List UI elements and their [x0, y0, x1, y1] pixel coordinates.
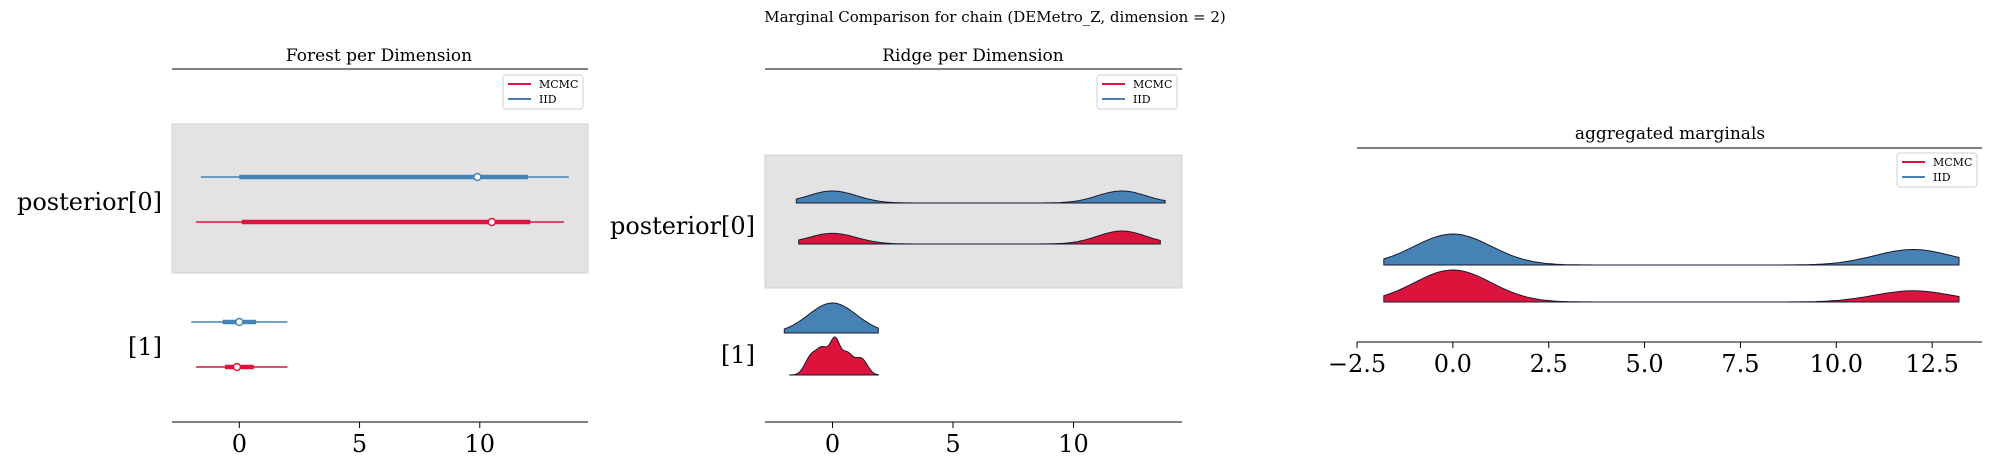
aggregated-iid-density: [1383, 233, 1960, 266]
aggregated-xtick-label: −2.5: [1328, 350, 1386, 378]
ridge-legend-mcmc-label: MCMC: [1133, 78, 1172, 91]
aggregated-xtick-label: 10.0: [1810, 350, 1863, 378]
forest-title: Forest per Dimension: [286, 46, 472, 66]
ridge-marks: [783, 190, 1166, 376]
ridge-title: Ridge per Dimension: [882, 46, 1064, 66]
forest-marks: [191, 172, 569, 372]
aggregated-legend-mcmc-label: MCMC: [1933, 156, 1972, 169]
ridge-mcmc-density: [789, 336, 879, 376]
ridge-iid-density: [783, 302, 879, 334]
forest-x-axis: 0 5 10: [232, 422, 495, 458]
ridge-x-axis: 0 5 10: [825, 422, 1089, 458]
aggregated-legend-iid-label: IID: [1933, 171, 1951, 184]
ridge-row-band: [764, 154, 1183, 289]
forest-mcmc-point-estimate: [232, 362, 242, 372]
forest-legend-iid-label: IID: [539, 93, 557, 106]
forest-mcmc-point-estimate: [487, 217, 497, 227]
aggregated-xtick-label: 2.5: [1530, 350, 1568, 378]
aggregated-xtick-label: 5.0: [1625, 350, 1663, 378]
figure-suptitle: Marginal Comparison for chain (DEMetro_Z…: [764, 8, 1226, 26]
ridge-xtick-label: 0: [825, 430, 840, 458]
ridge-iid-density: [795, 190, 1166, 204]
forest-row-label-0: posterior[0]: [17, 188, 162, 216]
aggregated-x-axis: −2.5 0.0 2.5 5.0 7.5 10.0 12.5: [1328, 342, 1959, 378]
forest-xtick-label: 5: [352, 430, 367, 458]
aggregated-panel: aggregated marginals −2.5 0.0 2.5 5.0 7.5 10.…: [1328, 124, 1982, 378]
ridge-xtick-label: 10: [1058, 430, 1089, 458]
ridge-xtick-label: 5: [945, 430, 960, 458]
forest-iid-point-estimate: [473, 172, 482, 182]
ridge-row-label-0: posterior[0]: [610, 212, 755, 240]
forest-legend: MCMC IID: [502, 74, 584, 110]
aggregated-marks: [1383, 233, 1960, 303]
forest-xtick-label: 0: [232, 430, 247, 458]
forest-legend-mcmc-label: MCMC: [539, 78, 578, 91]
aggregated-xtick-label: 7.5: [1721, 350, 1759, 378]
aggregated-legend: MCMC IID: [1896, 152, 1978, 188]
ridge-row-label-1: [1]: [721, 341, 755, 369]
ridge-legend-iid-label: IID: [1133, 93, 1151, 106]
forest-xtick-label: 10: [465, 430, 496, 458]
forest-row-label-1: [1]: [128, 333, 162, 361]
ridge-mcmc-density: [798, 230, 1161, 245]
aggregated-xtick-label: 12.5: [1905, 350, 1958, 378]
ridge-panel: Ridge per Dimension posterior[0] [1] 0 5 1…: [610, 46, 1183, 458]
forest-iid-point-estimate: [235, 317, 244, 327]
aggregated-xtick-label: 0.0: [1434, 350, 1472, 378]
forest-panel: Forest per Dimension posterior[0] [1] 0 5…: [17, 46, 589, 458]
aggregated-mcmc-density: [1383, 269, 1960, 303]
aggregated-title: aggregated marginals: [1575, 124, 1765, 144]
forest-row-band: [171, 123, 589, 274]
ridge-legend: MCMC IID: [1096, 74, 1178, 110]
